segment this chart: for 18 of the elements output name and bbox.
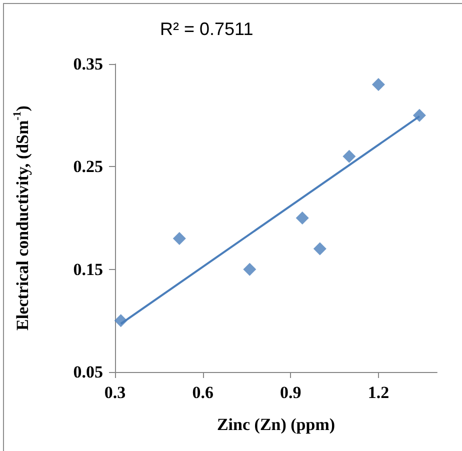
x-tick-label: 0.3 [104, 383, 126, 402]
y-tick-label: 0.25 [73, 157, 103, 176]
point [243, 262, 256, 276]
y-tick-label: 0.05 [73, 362, 103, 382]
x-tick-label: 0.6 [192, 383, 214, 402]
point [313, 242, 326, 256]
x-tick-label: 1.2 [368, 383, 390, 402]
point [412, 108, 426, 122]
point [172, 232, 186, 246]
y-tick-label: 0.35 [73, 54, 103, 74]
y-axis-title: Electrical conductivity, (dSm-1) [12, 106, 32, 330]
point [342, 150, 356, 163]
point [372, 78, 385, 92]
point [296, 212, 309, 224]
x-tick-label: 0.9 [280, 383, 302, 402]
text: R² = 0.7511 [160, 19, 254, 39]
y-tick-label: 0.15 [73, 260, 103, 279]
x-axis-title: Zinc (Zn) (ppm) [216, 415, 336, 434]
